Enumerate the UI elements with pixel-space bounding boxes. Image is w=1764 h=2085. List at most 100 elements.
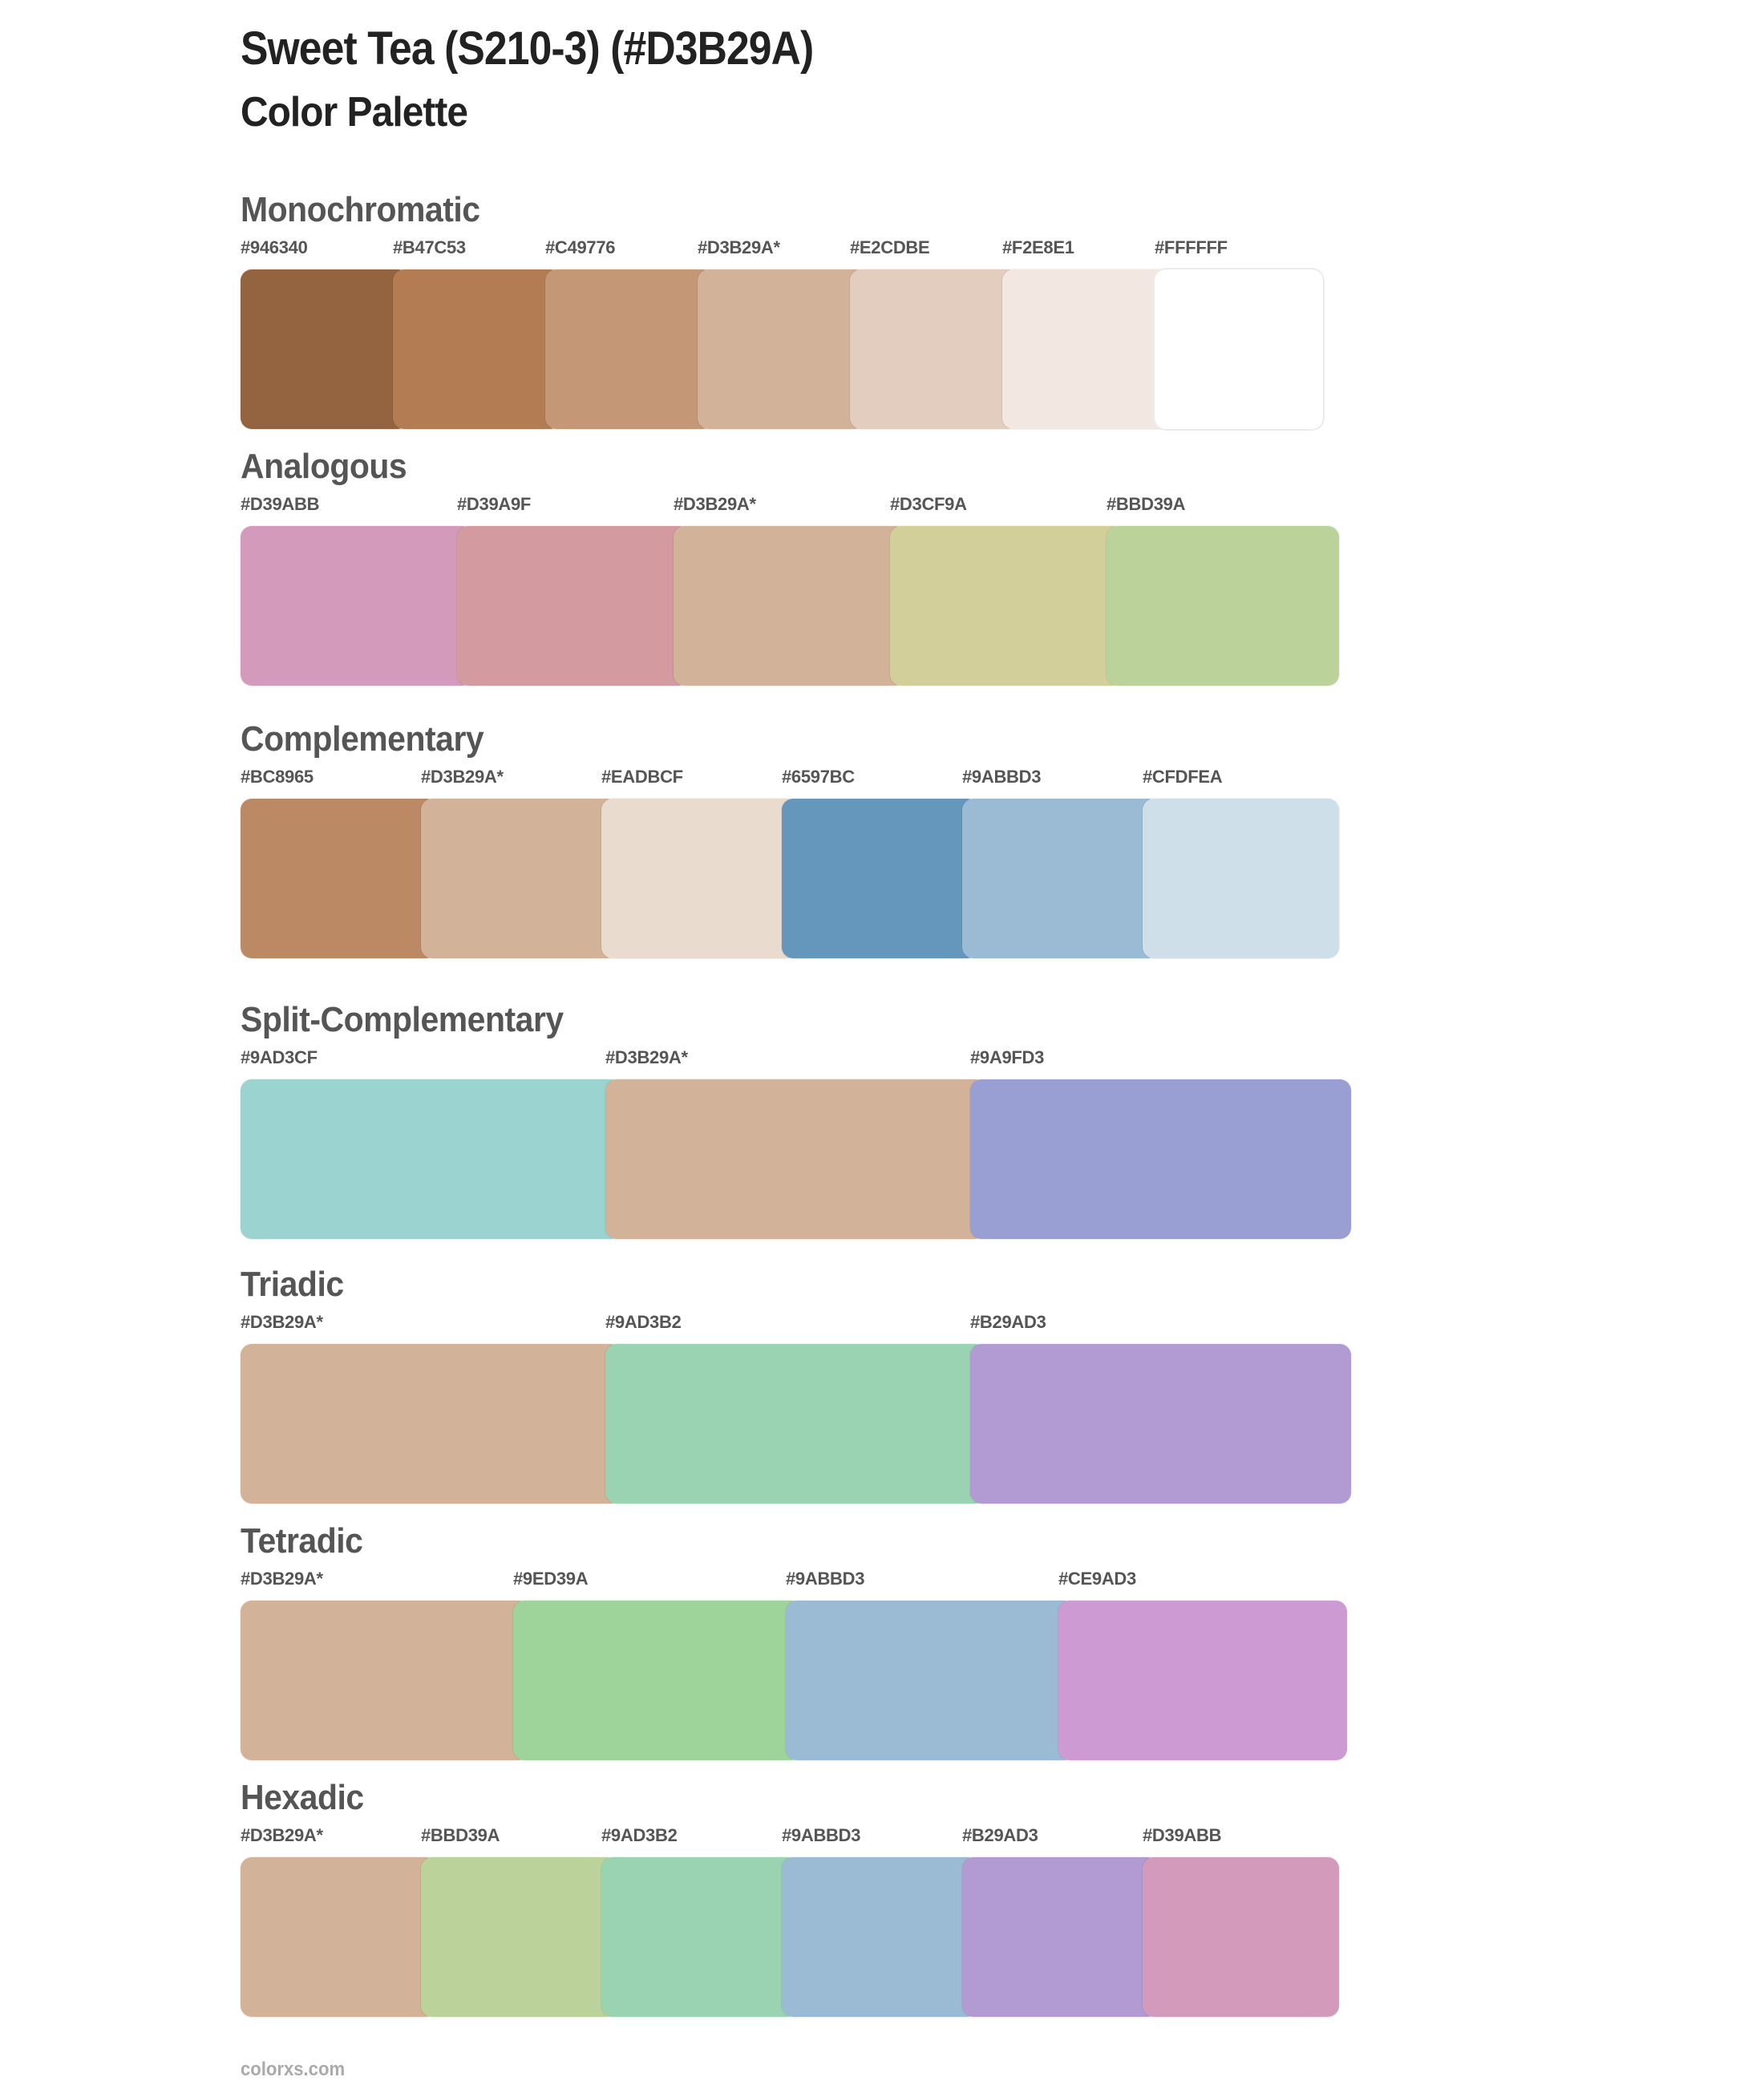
swatch-label: #6597BC — [782, 767, 855, 787]
section-heading: Analogous — [241, 447, 407, 486]
swatch[interactable]: #9ED39A — [513, 1569, 802, 1761]
swatch-color[interactable] — [393, 269, 561, 429]
swatch-color[interactable] — [241, 1079, 621, 1239]
swatch-label: #E2CDBE — [850, 237, 930, 257]
swatch[interactable]: #E2CDBE — [850, 237, 1018, 430]
swatch-base[interactable]: #D3B29A* — [421, 767, 617, 959]
swatch-color[interactable] — [241, 799, 437, 958]
swatch-label: #BBD39A — [421, 1825, 500, 1845]
swatch-color[interactable] — [1002, 269, 1171, 429]
swatch-color[interactable] — [601, 799, 798, 958]
section-hexadic: Hexadic #D3B29A* #BBD39A #9AD3B2 #9ABBD3… — [241, 1777, 1379, 2017]
swatch[interactable]: #D3CF9A — [890, 494, 1123, 686]
swatch-label: #D3B29A* — [698, 237, 780, 257]
swatch-color[interactable] — [545, 269, 714, 429]
swatch-color[interactable] — [421, 1857, 617, 2017]
swatch[interactable]: #D39ABB — [241, 494, 473, 686]
swatch-row: #D3B29A* #9AD3B2 #B29AD3 — [241, 1312, 1379, 1504]
swatch-color[interactable] — [782, 799, 978, 958]
page-subtitle: Color Palette — [241, 89, 468, 136]
swatch-color[interactable] — [962, 1857, 1159, 2017]
swatch-label: #9ED39A — [513, 1569, 589, 1589]
swatch-label: #9ABBD3 — [782, 1825, 861, 1845]
swatch[interactable]: #EADBCF — [601, 767, 798, 959]
swatch-color[interactable] — [241, 1857, 437, 2017]
swatch-color[interactable] — [241, 1601, 529, 1760]
swatch-label: #D39ABB — [1143, 1825, 1222, 1845]
swatch-label: #D3B29A* — [605, 1047, 688, 1067]
swatch-color[interactable] — [674, 526, 906, 686]
section-triadic: Triadic #D3B29A* #9AD3B2 #B29AD3 — [241, 1264, 1379, 1504]
swatch[interactable]: #9A9FD3 — [970, 1047, 1351, 1240]
swatch-color[interactable] — [698, 269, 866, 429]
swatch[interactable]: #9AD3B2 — [601, 1825, 798, 2018]
swatch[interactable]: #9AD3B2 — [605, 1312, 986, 1504]
swatch[interactable]: #F2E8E1 — [1002, 237, 1171, 430]
swatch-color[interactable] — [1107, 526, 1339, 686]
swatch-label: #D39ABB — [241, 494, 320, 514]
section-heading: Complementary — [241, 719, 484, 759]
swatch-base[interactable]: #D3B29A* — [674, 494, 906, 686]
swatch-base[interactable]: #D3B29A* — [605, 1047, 986, 1240]
swatch-label: #B29AD3 — [970, 1312, 1046, 1332]
swatch-label: #9ABBD3 — [962, 767, 1042, 787]
swatch[interactable]: #9ABBD3 — [786, 1569, 1074, 1761]
swatch-color[interactable] — [890, 526, 1123, 686]
swatch-label: #FFFFFF — [1155, 237, 1228, 257]
swatch-row: #D3B29A* #9ED39A #9ABBD3 #CE9AD3 — [241, 1569, 1379, 1761]
swatch-row: #BC8965 #D3B29A* #EADBCF #6597BC #9ABBD3… — [241, 767, 1379, 959]
swatch-color[interactable] — [850, 269, 1018, 429]
section-split-complementary: Split-Complementary #9AD3CF #D3B29A* #9A… — [241, 999, 1379, 1239]
swatch[interactable]: #CFDFEA — [1143, 767, 1339, 959]
swatch[interactable]: #BC8965 — [241, 767, 437, 959]
swatch-color[interactable] — [970, 1079, 1351, 1239]
swatch-color[interactable] — [1155, 269, 1323, 429]
section-heading: Triadic — [241, 1265, 344, 1304]
swatch-label: #D3B29A* — [241, 1312, 323, 1332]
swatch[interactable]: #CE9AD3 — [1058, 1569, 1347, 1761]
swatch-color[interactable] — [513, 1601, 802, 1760]
swatch-color[interactable] — [241, 269, 409, 429]
swatch[interactable]: #C49776 — [545, 237, 714, 430]
swatch-color[interactable] — [782, 1857, 978, 2017]
swatch[interactable]: #B29AD3 — [962, 1825, 1159, 2018]
swatch[interactable]: #D39A9F — [457, 494, 690, 686]
swatch-label: #9A9FD3 — [970, 1047, 1045, 1067]
swatch[interactable]: #B29AD3 — [970, 1312, 1351, 1504]
swatch[interactable]: #D39ABB — [1143, 1825, 1339, 2018]
swatch[interactable]: #9AD3CF — [241, 1047, 621, 1240]
swatch[interactable]: #6597BC — [782, 767, 978, 959]
swatch-color[interactable] — [421, 799, 617, 958]
swatch-color[interactable] — [970, 1344, 1351, 1504]
swatch-label: #9ABBD3 — [786, 1569, 865, 1589]
swatch-color[interactable] — [601, 1857, 798, 2017]
swatch-color[interactable] — [605, 1079, 986, 1239]
swatch-base[interactable]: #D3B29A* — [241, 1312, 621, 1504]
swatch-color[interactable] — [1143, 1857, 1339, 2017]
swatch[interactable]: #BBD39A — [421, 1825, 617, 2018]
swatch-color[interactable] — [962, 799, 1159, 958]
swatch[interactable]: #946340 — [241, 237, 409, 430]
swatch-label: #D3B29A* — [241, 1569, 323, 1589]
swatch[interactable]: #9ABBD3 — [782, 1825, 978, 2018]
swatch-color[interactable] — [241, 1344, 621, 1504]
swatch-label: #D39A9F — [457, 494, 532, 514]
swatch-color[interactable] — [786, 1601, 1074, 1760]
swatch-base[interactable]: #D3B29A* — [698, 237, 866, 430]
swatch[interactable]: #FFFFFF — [1155, 237, 1323, 430]
swatch-color[interactable] — [1058, 1601, 1347, 1760]
swatch-color[interactable] — [1143, 799, 1339, 958]
swatch-row: #946340 #B47C53 #C49776 #D3B29A* #E2CDBE… — [241, 237, 1379, 430]
swatch-base[interactable]: #D3B29A* — [241, 1825, 437, 2018]
swatch-color[interactable] — [457, 526, 690, 686]
section-heading: Hexadic — [241, 1778, 364, 1817]
swatch[interactable]: #B47C53 — [393, 237, 561, 430]
swatch-label: #9AD3B2 — [605, 1312, 682, 1332]
swatch[interactable]: #BBD39A — [1107, 494, 1339, 686]
swatch[interactable]: #9ABBD3 — [962, 767, 1159, 959]
section-analogous: Analogous #D39ABB #D39A9F #D3B29A* #D3CF… — [241, 446, 1379, 686]
swatch-color[interactable] — [241, 526, 473, 686]
swatch-base[interactable]: #D3B29A* — [241, 1569, 529, 1761]
swatch-label: #CFDFEA — [1143, 767, 1223, 787]
swatch-color[interactable] — [605, 1344, 986, 1504]
